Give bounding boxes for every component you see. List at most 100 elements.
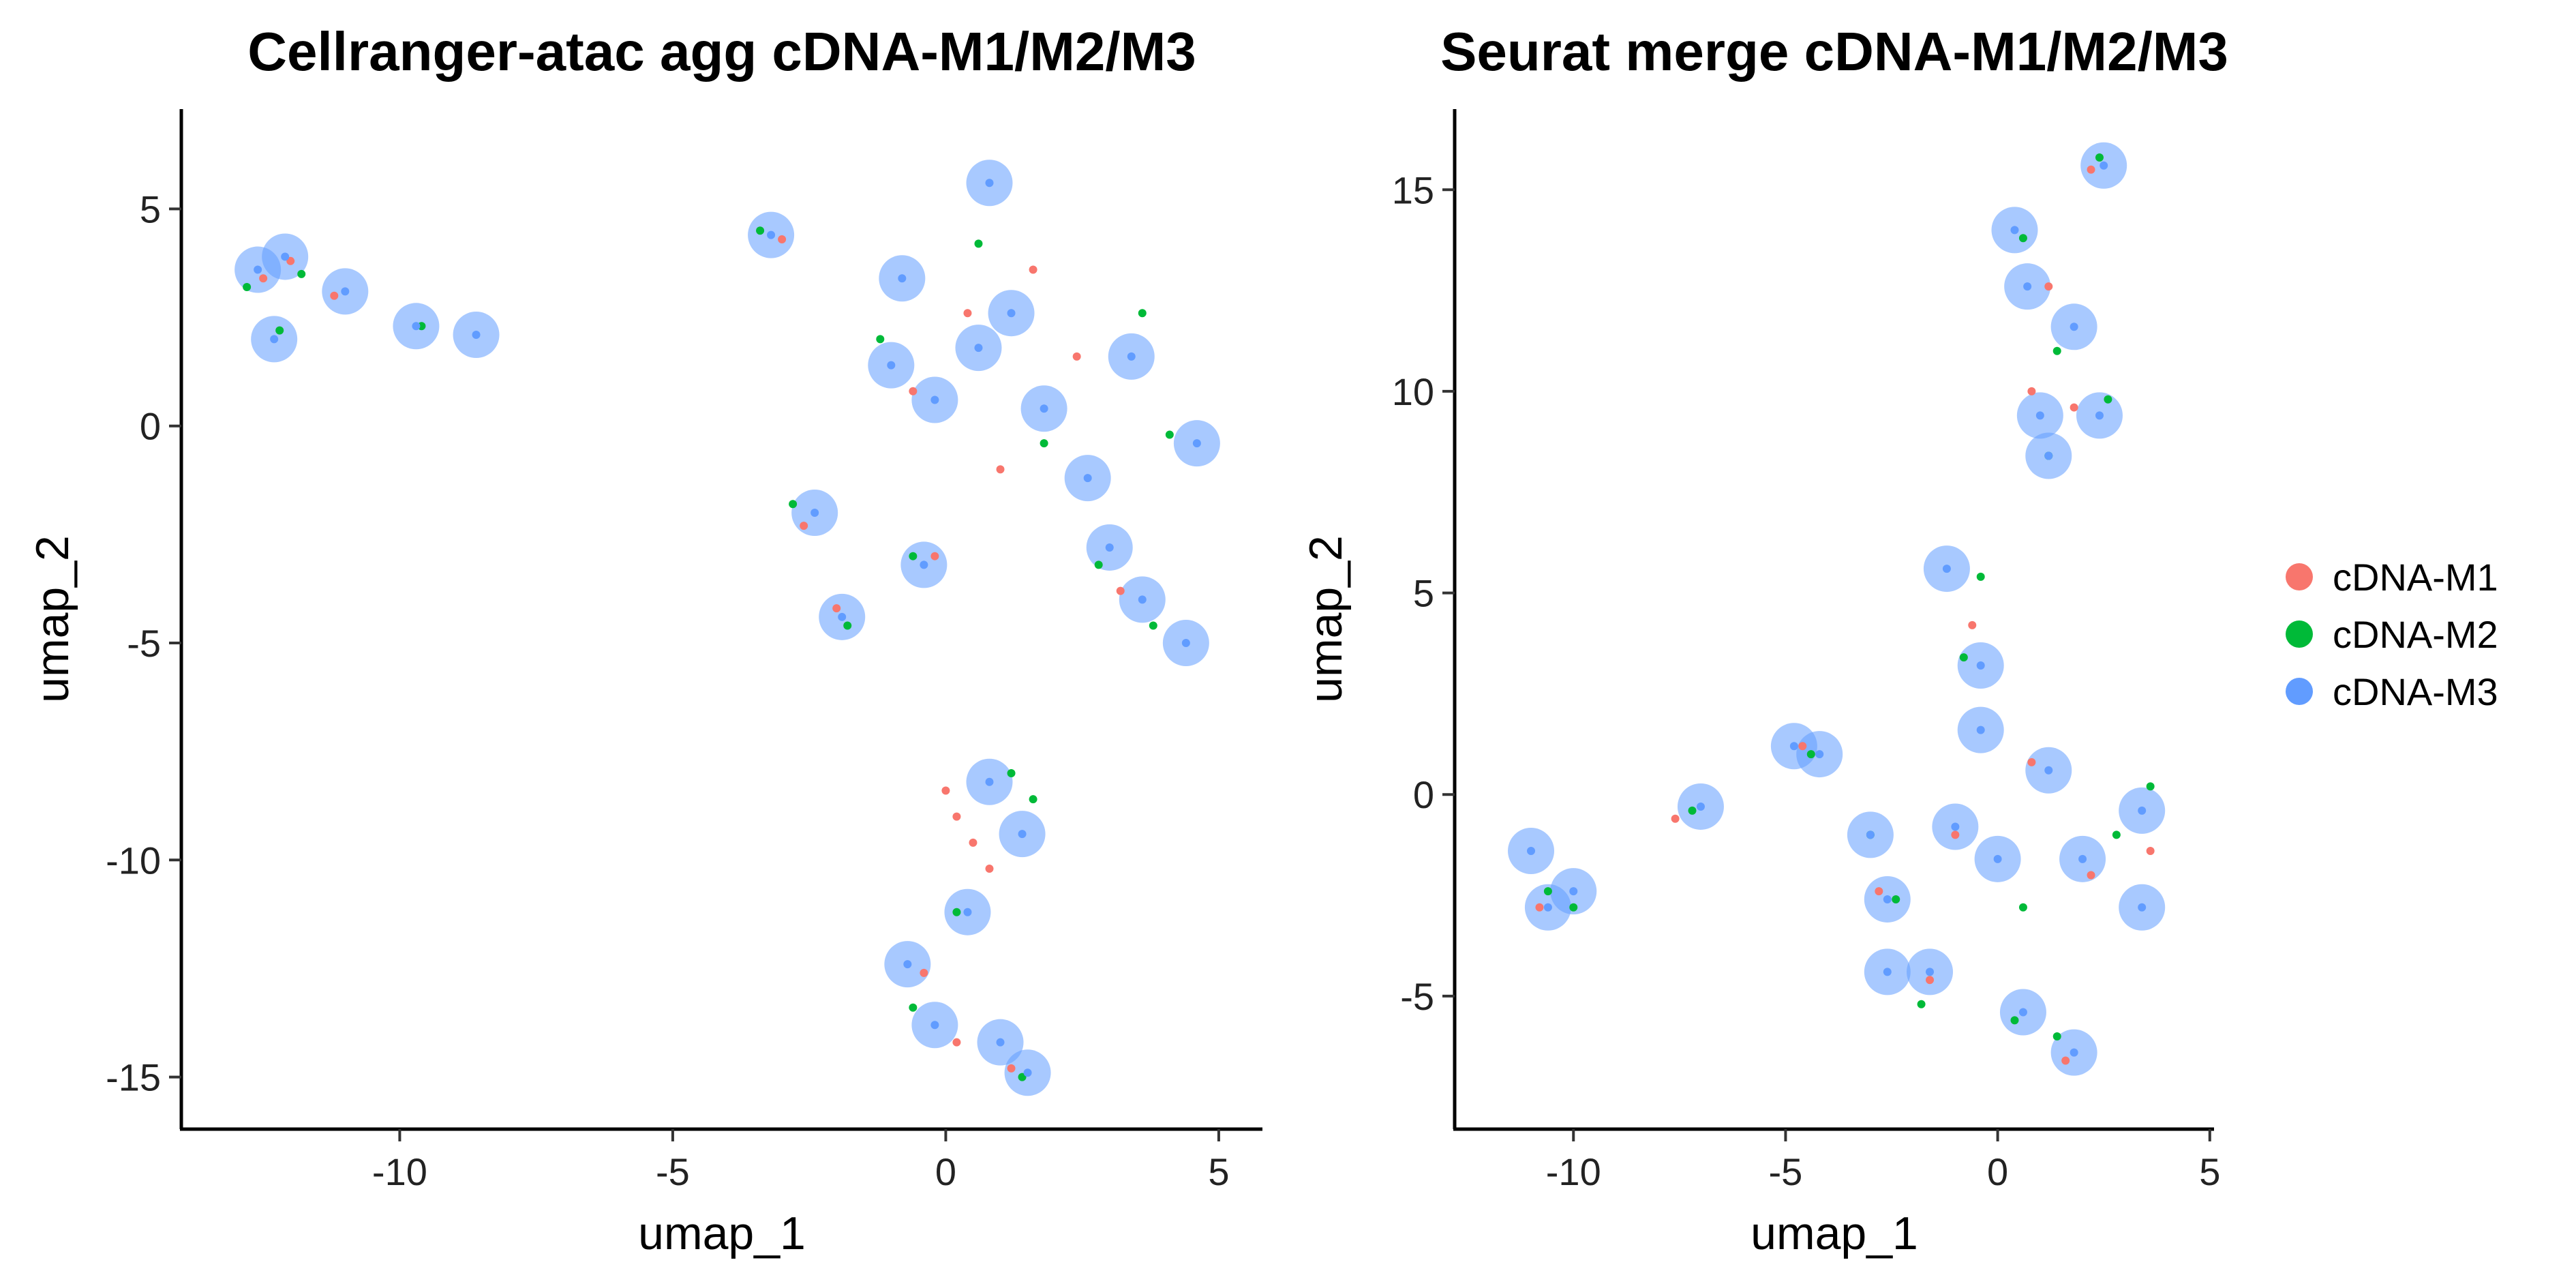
- point-cdna-m3: [281, 252, 290, 261]
- point-cdna-m1: [963, 309, 972, 318]
- point-cdna-m1: [2146, 847, 2155, 855]
- point-cdna-m1: [1968, 620, 1977, 629]
- point-cdna-m3: [1023, 1068, 1032, 1077]
- point-cdna-m3: [1105, 543, 1114, 552]
- point-cdna-m3: [996, 1038, 1005, 1047]
- point-cdna-m2: [1007, 768, 1016, 777]
- point-cdna-m1: [996, 465, 1005, 474]
- point-cdna-m2: [1094, 560, 1103, 569]
- cluster-blobs: [234, 160, 1220, 1096]
- point-cdna-m3: [985, 777, 994, 786]
- point-cdna-m2: [2052, 346, 2061, 355]
- x-tick-label: -10: [372, 1150, 427, 1193]
- point-cdna-m1: [1535, 903, 1544, 912]
- y-tick-label: 10: [1392, 370, 1434, 413]
- y-tick-label: 5: [1413, 572, 1434, 615]
- point-cdna-m2: [789, 500, 798, 509]
- point-cdna-m1: [920, 968, 928, 977]
- point-cdna-m1: [1007, 1064, 1016, 1073]
- point-cdna-m3: [2078, 854, 2087, 863]
- y-ticks: 5 0 -5 -10 -15: [106, 188, 181, 1099]
- x-tick-label: -5: [1769, 1150, 1803, 1193]
- point-cdna-m1: [2027, 758, 2036, 766]
- legend-item-cdna-m1: cDNA-M1: [2286, 556, 2498, 599]
- point-cdna-m1: [2027, 387, 2036, 395]
- point-cdna-m3: [341, 287, 350, 296]
- point-cdna-m3: [930, 395, 939, 404]
- point-cdna-m3: [2095, 411, 2104, 420]
- point-cdna-m3: [1527, 847, 1536, 855]
- x-tick-label: 5: [2199, 1150, 2220, 1193]
- point-cdna-m1: [778, 235, 787, 243]
- point-cdna-m3: [2035, 411, 2044, 420]
- point-cdna-m2: [2018, 234, 2027, 243]
- point-cdna-m2: [843, 621, 852, 630]
- legend-item-cdna-m2: cDNA-M2: [2286, 613, 2498, 656]
- point-cdna-m3: [412, 322, 421, 331]
- point-cdna-m3: [1569, 887, 1578, 896]
- scatter-points: [1527, 153, 2155, 1065]
- point-cdna-m1: [330, 291, 339, 300]
- point-cdna-m1: [1029, 265, 1037, 274]
- point-cdna-m3: [1040, 404, 1048, 413]
- point-cdna-m3: [903, 960, 912, 969]
- y-tick-label: 0: [1413, 773, 1434, 816]
- legend-label-cdna-m1: cDNA-M1: [2333, 556, 2498, 599]
- point-cdna-m3: [2070, 1048, 2078, 1057]
- point-cdna-m3: [2138, 903, 2147, 912]
- point-cdna-m2: [1688, 806, 1697, 815]
- point-cdna-m1: [2070, 403, 2078, 412]
- legend: cDNA-M1 cDNA-M2 cDNA-M3: [2286, 556, 2498, 713]
- point-cdna-m2: [1040, 439, 1048, 448]
- point-cdna-m2: [275, 326, 284, 335]
- point-cdna-m3: [1976, 661, 1985, 670]
- point-cdna-m1: [930, 552, 939, 560]
- point-cdna-m2: [1543, 887, 1552, 896]
- point-cdna-m3: [920, 560, 928, 569]
- point-cdna-m3: [1083, 474, 1092, 483]
- point-cdna-m3: [1696, 802, 1705, 811]
- point-cdna-m2: [297, 269, 306, 278]
- point-cdna-m2: [876, 335, 885, 344]
- point-cdna-m2: [1959, 653, 1968, 662]
- point-cdna-m3: [2100, 161, 2108, 170]
- point-cdna-m3: [1993, 854, 2002, 863]
- point-cdna-m2: [1917, 1000, 1926, 1008]
- point-cdna-m2: [2146, 782, 2155, 791]
- point-cdna-m3: [1181, 639, 1190, 648]
- point-cdna-m1: [985, 865, 994, 873]
- y-tick-label: -5: [1400, 975, 1434, 1018]
- y-tick-label: 5: [140, 188, 161, 230]
- legend-label-cdna-m2: cDNA-M2: [2333, 613, 2498, 656]
- point-cdna-m1: [941, 786, 950, 795]
- point-cdna-m3: [2070, 323, 2078, 331]
- point-cdna-m2: [1806, 750, 1815, 759]
- legend-label-cdna-m3: cDNA-M3: [2333, 670, 2498, 713]
- point-cdna-m1: [2087, 165, 2095, 174]
- point-cdna-m3: [767, 230, 776, 239]
- point-cdna-m2: [2104, 395, 2112, 404]
- x-tick-label: -5: [656, 1150, 690, 1193]
- point-cdna-m1: [1798, 742, 1807, 751]
- point-cdna-m3: [2044, 451, 2053, 460]
- point-cdna-m2: [756, 226, 765, 235]
- point-cdna-m1: [1671, 814, 1680, 823]
- point-cdna-m3: [1543, 903, 1552, 912]
- point-cdna-m3: [1127, 352, 1136, 361]
- point-cdna-m3: [1018, 830, 1027, 839]
- point-cdna-m1: [1116, 586, 1125, 595]
- point-cdna-m3: [930, 1021, 939, 1030]
- panel-title: Cellranger-atac agg cDNA-M1/M2/M3: [247, 21, 1196, 82]
- point-cdna-m3: [1192, 439, 1201, 448]
- cluster-blobs: [1508, 142, 2166, 1076]
- point-cdna-m3: [1883, 895, 1892, 903]
- y-ticks: 15 10 5 0 -5: [1392, 168, 1455, 1018]
- point-cdna-m2: [1149, 621, 1157, 630]
- point-cdna-m2: [1029, 795, 1037, 804]
- y-tick-label: 15: [1392, 168, 1434, 211]
- point-cdna-m3: [2023, 282, 2032, 291]
- point-cdna-m2: [2010, 1016, 2019, 1025]
- point-cdna-m2: [2112, 830, 2121, 839]
- point-cdna-m1: [2087, 871, 2095, 880]
